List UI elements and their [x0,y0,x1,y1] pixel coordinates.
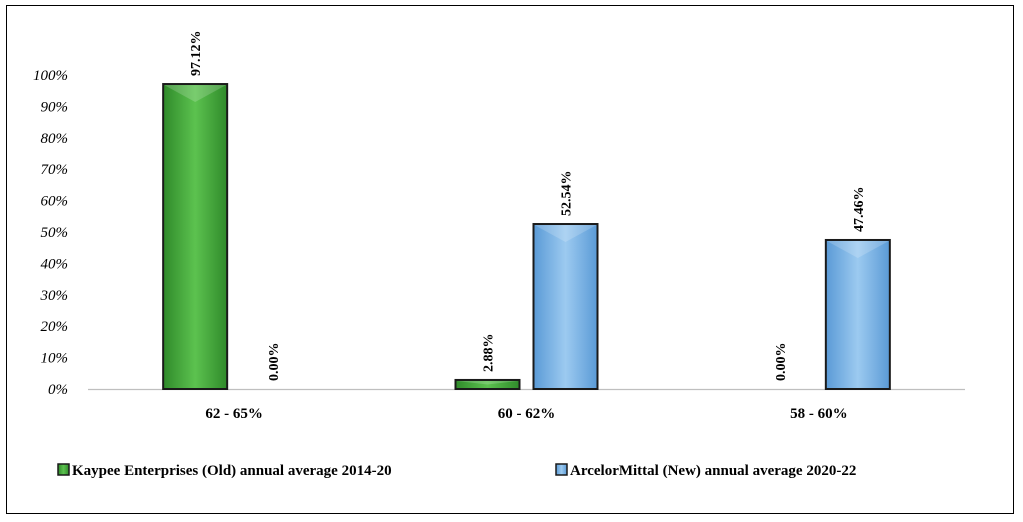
x-tick-label: 62 - 65% [205,406,263,422]
data-label: 47.46% [852,186,867,232]
y-tick-label: 10% [41,351,69,367]
y-tick-label: 60% [41,194,69,210]
y-axis: 0% 10% 20% 30% 40% 50% 60% 70% 80% 90% 100% [33,68,68,398]
data-label: 52.54% [560,171,575,217]
x-axis: 62 - 65% 60 - 62% 58 - 60% [88,390,965,423]
y-tick-label: 20% [41,319,69,335]
legend-label: ArcelorMittal (New) annual average 2020-… [570,463,856,479]
x-tick-label: 58 - 60% [790,406,848,422]
y-tick-label: 40% [41,256,69,272]
y-tick-label: 100% [33,68,68,84]
data-labels: 97.12% 0.00% 2.88% 52.54% 0.00% 47.46% [189,31,867,381]
data-label: 97.12% [189,31,204,77]
x-tick-label: 60 - 62% [498,406,556,422]
legend-label: Kaypee Enterprises (Old) annual average … [72,463,392,479]
legend-swatch [556,464,567,475]
y-tick-label: 80% [41,131,69,147]
bar [534,224,598,389]
data-label: 2.88% [482,333,497,372]
data-label: 0.00% [774,343,789,382]
y-tick-label: 90% [41,99,69,115]
y-tick-label: 30% [40,288,69,304]
legend: Kaypee Enterprises (Old) annual average … [58,463,856,479]
y-tick-label: 70% [41,162,69,178]
legend-swatch [58,464,69,475]
y-tick-label: 50% [41,225,69,241]
bar [826,240,890,389]
data-label: 0.00% [267,343,282,382]
y-tick-label: 0% [48,382,68,398]
bar [163,84,227,389]
